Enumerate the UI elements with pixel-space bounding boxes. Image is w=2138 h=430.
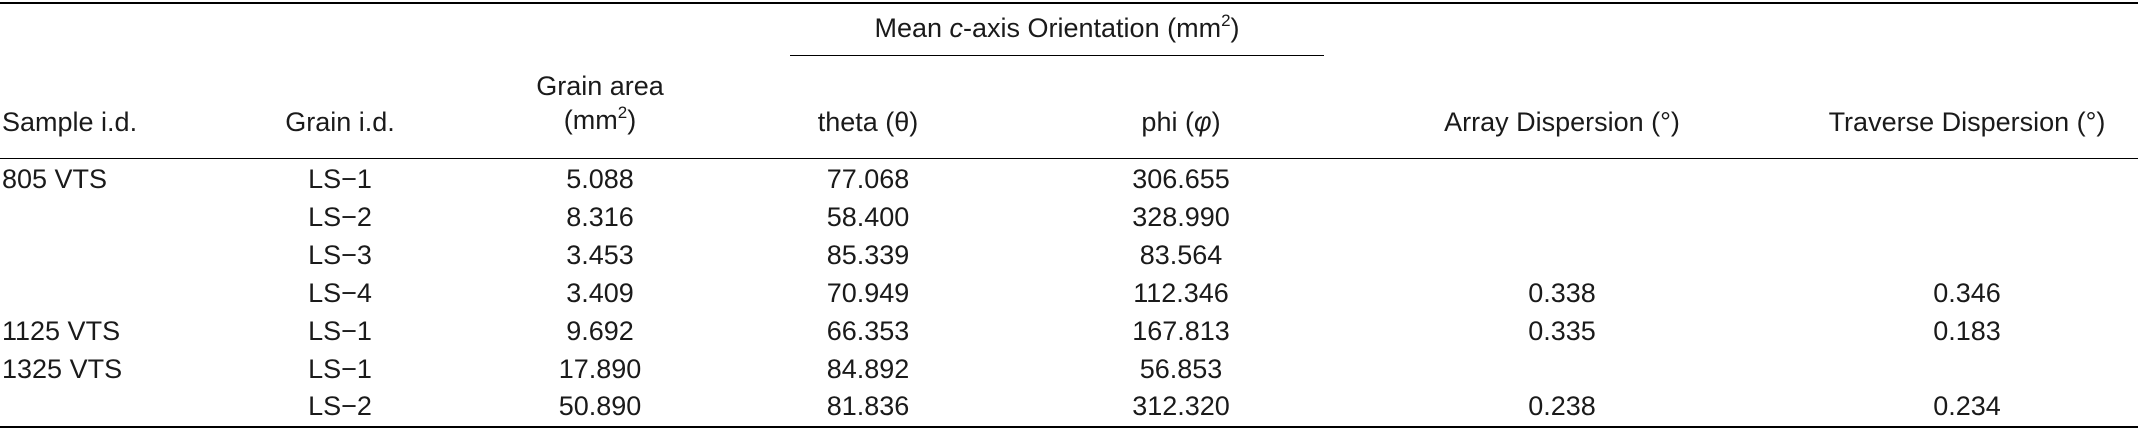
cell-grain: LS−1: [308, 354, 372, 384]
table-top-rule: [0, 2, 2138, 4]
cell-sample: 805 VTS: [2, 164, 108, 194]
header-phi: phi (φ): [1141, 107, 1221, 137]
group-header-mean-c-axis: Mean c-axis Orientation (mm2): [874, 11, 1240, 43]
header-theta: theta (θ): [817, 107, 919, 137]
cell-array: 0.238: [1528, 391, 1596, 421]
cell-sample: 1325 VTS: [2, 354, 123, 384]
table-bottom-rule: [0, 426, 2138, 428]
cell-phi: 56.853: [1139, 354, 1223, 384]
cell-array: 0.338: [1528, 278, 1596, 308]
cell-phi: 83.564: [1139, 240, 1223, 270]
cell-theta: 85.339: [826, 240, 910, 270]
cell-traverse: 0.183: [1933, 316, 2001, 346]
cell-sample: 1125 VTS: [2, 316, 121, 346]
cell-phi: 328.990: [1132, 202, 1230, 232]
cell-phi: 312.320: [1132, 391, 1230, 421]
cell-grain: LS−2: [308, 202, 372, 232]
group-header-rule: [790, 55, 1324, 56]
cell-grain: LS−3: [308, 240, 372, 270]
header-grain-area-line1: Grain area: [536, 71, 664, 101]
cell-traverse: 0.346: [1933, 278, 2001, 308]
cell-theta: 77.068: [826, 164, 910, 194]
cell-theta: 70.949: [826, 278, 910, 308]
header-grain-id: Grain i.d.: [285, 107, 395, 137]
cell-theta: 58.400: [826, 202, 910, 232]
cell-phi: 306.655: [1132, 164, 1230, 194]
header-grain-area: Grain area (mm2): [536, 69, 664, 137]
cell-theta: 84.892: [826, 354, 910, 384]
cell-grain: LS−2: [308, 391, 372, 421]
cell-area: 50.890: [558, 391, 642, 421]
cell-theta: 81.836: [826, 391, 910, 421]
header-grain-area-line2: (mm2): [563, 103, 637, 135]
cell-array: 0.335: [1528, 316, 1596, 346]
header-rule: [0, 158, 2138, 159]
header-sample-id: Sample i.d.: [2, 107, 138, 137]
cell-area: 9.692: [566, 316, 634, 346]
cell-area: 17.890: [558, 354, 642, 384]
cell-traverse: 0.234: [1933, 391, 2001, 421]
header-array-dispersion: Array Dispersion (°): [1444, 107, 1680, 137]
cell-grain: LS−1: [308, 164, 372, 194]
cell-grain: LS−4: [308, 278, 372, 308]
header-traverse-dispersion: Traverse Dispersion (°): [1828, 107, 2106, 137]
cell-grain: LS−1: [308, 316, 372, 346]
cell-area: 3.453: [566, 240, 634, 270]
cell-area: 8.316: [566, 202, 634, 232]
cell-theta: 66.353: [826, 316, 910, 346]
cell-area: 5.088: [566, 164, 634, 194]
cell-area: 3.409: [566, 278, 634, 308]
cell-phi: 112.346: [1133, 278, 1229, 308]
cell-phi: 167.813: [1132, 316, 1230, 346]
